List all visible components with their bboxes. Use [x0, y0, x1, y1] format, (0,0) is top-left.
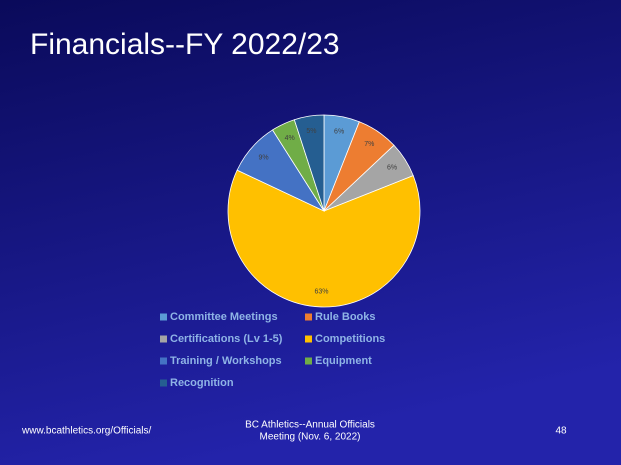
page-number: 48: [555, 426, 567, 437]
legend-swatch: [305, 357, 312, 365]
legend-swatch: [305, 335, 312, 343]
legend-swatch: [160, 335, 167, 343]
slice-label: 7%: [364, 141, 374, 148]
slice-label: 9%: [258, 155, 268, 162]
slice-label: 4%: [285, 135, 295, 142]
legend-swatch: [160, 357, 167, 365]
legend-label: Rule Books: [315, 311, 376, 323]
legend-label: Certifications (Lv 1-5): [170, 333, 283, 345]
legend-label: Committee Meetings: [170, 311, 278, 323]
legend-label: Recognition: [170, 377, 234, 389]
legend-label: Training / Workshops: [170, 355, 282, 367]
slice-label: 6%: [334, 129, 344, 136]
footer-center: BC Athletics--Annual Officials: [245, 420, 375, 431]
pie-slice: [227, 169, 421, 308]
legend-swatch: [160, 313, 167, 321]
slice-label: 5%: [306, 128, 316, 135]
slice-label: 63%: [314, 288, 328, 295]
slide-title: Financials--FY 2022/23: [30, 28, 340, 61]
footer-center: Meeting (Nov. 6, 2022): [260, 432, 361, 443]
pie-slice: [293, 114, 325, 212]
footer-left: www.bcathletics.org/Officials/: [21, 426, 152, 437]
legend-swatch: [160, 379, 167, 387]
legend-label: Competitions: [315, 333, 385, 345]
slice-label: 6%: [387, 165, 397, 172]
legend-label: Equipment: [315, 355, 372, 367]
legend-swatch: [305, 313, 312, 321]
